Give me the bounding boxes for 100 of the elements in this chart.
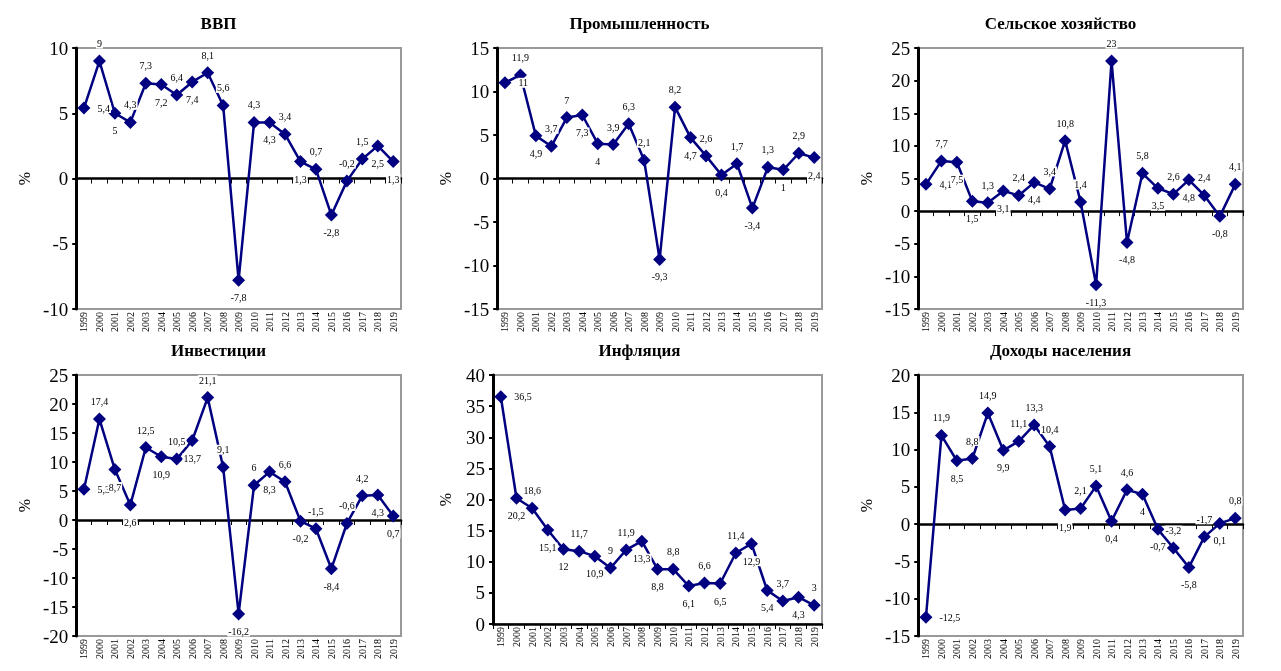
data-label: -0,8 bbox=[1211, 228, 1228, 240]
y-axis-title: % bbox=[436, 171, 454, 186]
chart-title: Промышленность bbox=[569, 14, 710, 33]
x-tick-label: 2010 bbox=[1090, 312, 1102, 332]
point bbox=[950, 155, 964, 169]
y-tick-label: -5 bbox=[473, 211, 490, 233]
point bbox=[606, 138, 620, 152]
data-label: 7,7 bbox=[935, 137, 948, 149]
point bbox=[201, 66, 215, 80]
y-tick-label: -15 bbox=[42, 596, 69, 618]
data-label: -12,5 bbox=[939, 611, 961, 623]
x-tick-label: 2001 bbox=[951, 639, 963, 659]
point bbox=[604, 561, 617, 575]
y-axis-title: % bbox=[857, 171, 875, 186]
x-tick-label: 2005 bbox=[171, 639, 183, 659]
data-label: 4,6 bbox=[1120, 466, 1134, 478]
chart-title: ВВП bbox=[200, 14, 237, 33]
x-tick-label: 2014 bbox=[731, 312, 743, 332]
data-label: 0,4 bbox=[715, 187, 728, 199]
point bbox=[340, 516, 354, 530]
data-label: 5,8 bbox=[1136, 150, 1149, 162]
point bbox=[666, 562, 680, 576]
y-axis-title: % bbox=[436, 492, 454, 507]
x-tick-label: 2000 bbox=[93, 312, 105, 332]
data-label: -1,5 bbox=[308, 505, 324, 517]
point bbox=[263, 115, 277, 129]
point bbox=[324, 562, 338, 576]
x-tick-label: 2002 bbox=[542, 627, 554, 647]
point bbox=[637, 153, 651, 167]
x-tick-label: 2013 bbox=[715, 312, 727, 332]
point bbox=[1135, 487, 1149, 501]
point bbox=[123, 115, 137, 129]
y-tick-label: 10 bbox=[49, 37, 69, 59]
x-tick-label: 2016 bbox=[761, 627, 773, 647]
data-label: -11,3 bbox=[1085, 296, 1107, 308]
point bbox=[619, 543, 633, 557]
data-label: -0,2 bbox=[338, 158, 355, 170]
data-label: 9 bbox=[96, 38, 102, 50]
x-tick-label: 2001 bbox=[109, 312, 121, 332]
point bbox=[557, 542, 570, 556]
x-tick-label: 2003 bbox=[558, 627, 569, 647]
x-tick-label: 2009 bbox=[1075, 639, 1087, 659]
y-tick-label: 30 bbox=[466, 426, 485, 448]
y-axis-title: % bbox=[15, 498, 33, 513]
data-label: 3 bbox=[811, 582, 817, 594]
point bbox=[185, 75, 199, 89]
y-axis-title: % bbox=[15, 171, 33, 186]
point bbox=[77, 101, 91, 115]
x-tick-label: 2000 bbox=[935, 639, 947, 659]
data-label: 7,4 bbox=[185, 93, 199, 105]
y-tick-label: 20 bbox=[891, 70, 911, 92]
x-tick-label: 2008 bbox=[636, 627, 648, 647]
point bbox=[108, 106, 122, 120]
data-label: 11,7 bbox=[570, 528, 588, 540]
data-label: 7,3 bbox=[139, 60, 153, 72]
data-label: -3,2 bbox=[1165, 525, 1182, 537]
data-label: 3,7 bbox=[776, 577, 790, 589]
x-tick-label: 2018 bbox=[372, 639, 384, 659]
y-tick-label: 5 bbox=[900, 476, 911, 498]
data-label: 4,3 bbox=[247, 99, 261, 111]
point bbox=[1228, 511, 1242, 525]
x-tick-label: 2002 bbox=[966, 312, 978, 332]
point bbox=[996, 443, 1010, 457]
data-label: 4,1 bbox=[1229, 161, 1242, 173]
x-tick-label: 2002 bbox=[124, 312, 136, 332]
chart-title: Инвестиции bbox=[170, 341, 267, 360]
point bbox=[575, 108, 589, 122]
data-label: -0,2 bbox=[292, 533, 309, 545]
data-label: 2,4 bbox=[1198, 172, 1211, 184]
point bbox=[77, 482, 91, 496]
x-tick-label: 2019 bbox=[387, 639, 399, 659]
x-tick-label: 2005 bbox=[171, 312, 183, 332]
y-tick-label: 0 bbox=[900, 200, 911, 222]
x-tick-label: 2016 bbox=[762, 312, 774, 332]
data-label: 8,8 bbox=[666, 546, 680, 558]
x-tick-label: 2018 bbox=[793, 312, 805, 332]
point bbox=[309, 162, 323, 176]
data-label: -4,8 bbox=[1119, 254, 1135, 266]
point bbox=[232, 607, 246, 621]
x-tick-label: 2003 bbox=[140, 312, 152, 332]
data-label: -8,4 bbox=[323, 580, 340, 592]
point bbox=[386, 509, 400, 523]
point bbox=[293, 514, 307, 528]
point bbox=[263, 465, 277, 479]
point bbox=[1089, 479, 1103, 493]
x-tick-label: 2009 bbox=[652, 627, 663, 647]
point bbox=[591, 137, 605, 151]
data-label: 2,6 bbox=[699, 132, 713, 144]
point bbox=[1166, 541, 1180, 555]
data-label: -16,2 bbox=[228, 625, 250, 637]
point bbox=[170, 88, 184, 102]
x-tick-label: 2009 bbox=[233, 312, 245, 332]
point bbox=[1089, 278, 1103, 292]
x-tick-label: 2003 bbox=[140, 639, 152, 659]
point bbox=[1043, 440, 1057, 454]
x-tick-label: 2000 bbox=[511, 627, 522, 647]
x-tick-label: 2011 bbox=[264, 312, 276, 332]
point bbox=[247, 478, 261, 492]
y-tick-label: 20 bbox=[49, 393, 69, 415]
y-tick-label: 20 bbox=[891, 364, 911, 386]
